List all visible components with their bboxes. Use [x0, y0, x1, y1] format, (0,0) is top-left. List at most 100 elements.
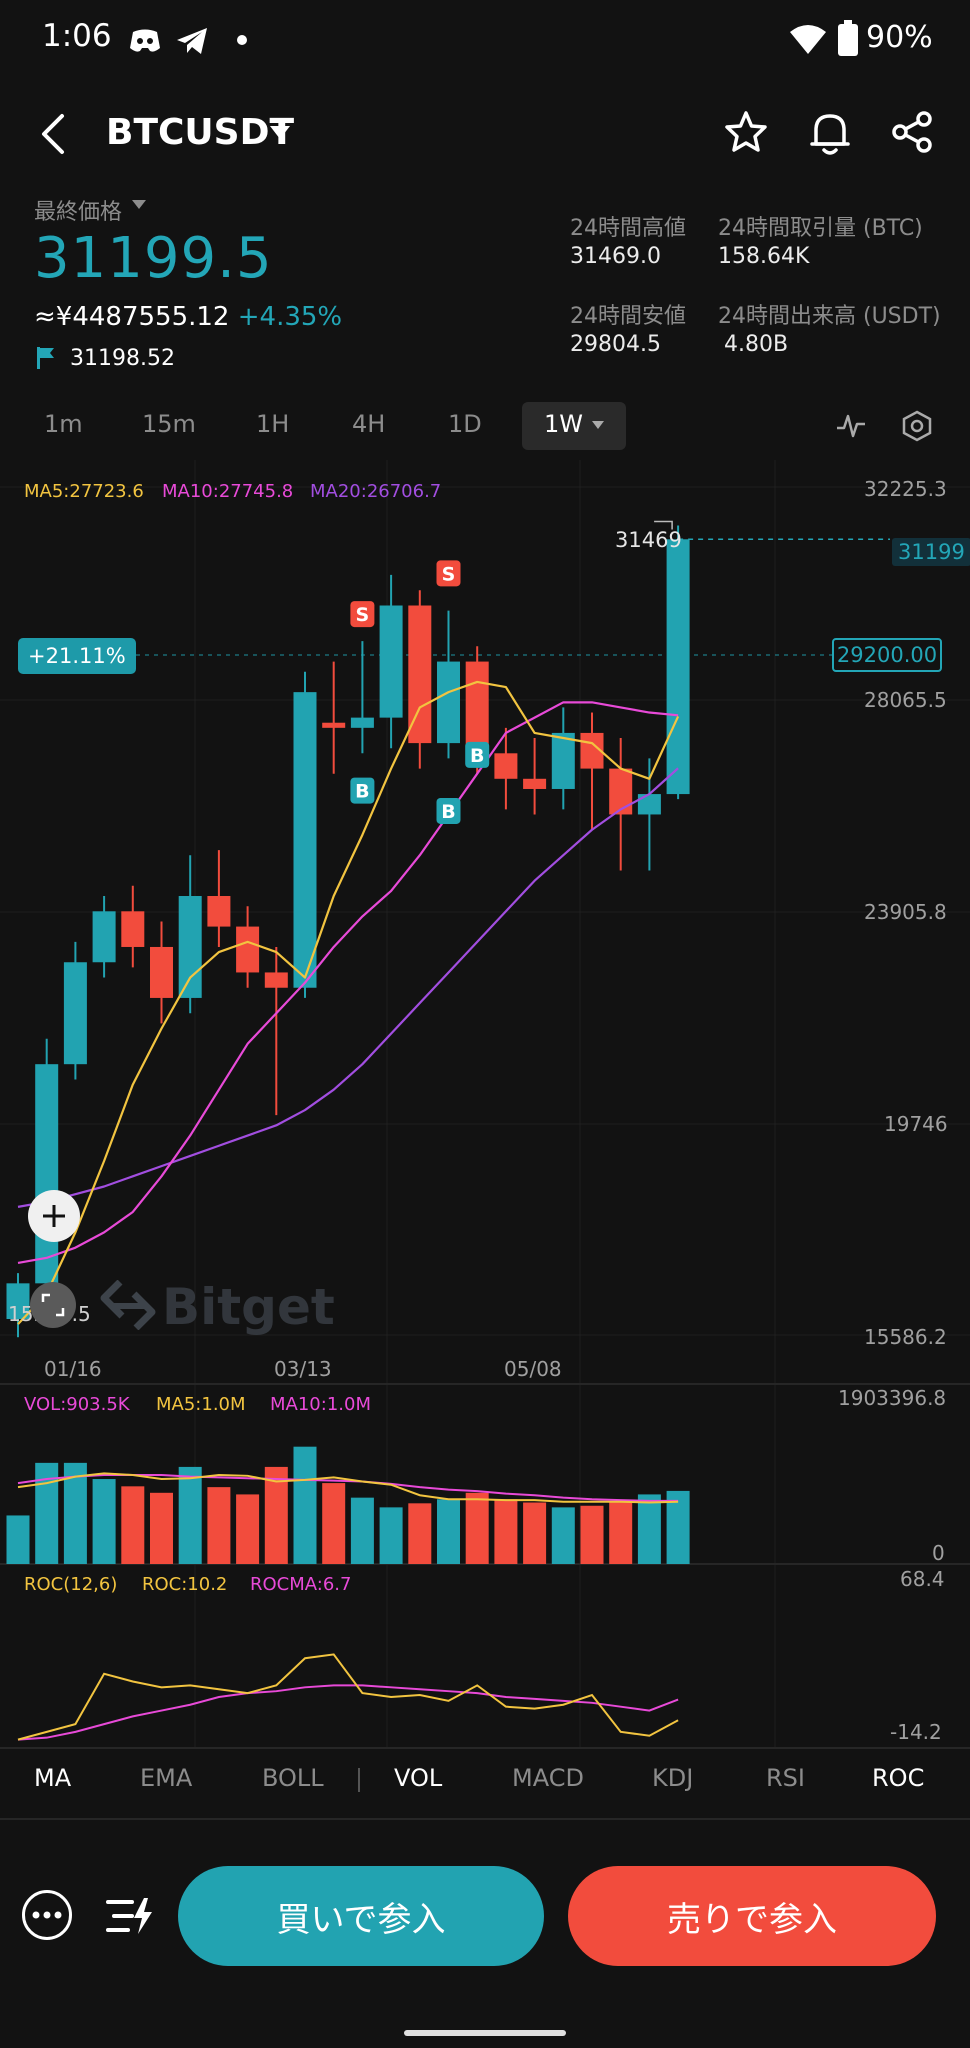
- indicator-tab-kdj[interactable]: KDJ: [652, 1764, 694, 1792]
- candle-body: [322, 722, 346, 728]
- tab-1d[interactable]: 1D: [448, 410, 482, 438]
- quick-trade-icon[interactable]: [106, 1896, 154, 1936]
- tab-15m[interactable]: 15m: [142, 410, 196, 438]
- roc-label: ROC(12,6): [24, 1574, 118, 1595]
- buy-signal-text: B: [355, 781, 369, 803]
- candle-body: [494, 753, 518, 779]
- indicator-tab-rsi[interactable]: RSI: [766, 1764, 805, 1792]
- volume-bar: [494, 1499, 518, 1564]
- candle-body: [6, 1283, 30, 1320]
- candle-body: [350, 717, 374, 728]
- x-tick-label: 05/08: [504, 1357, 562, 1381]
- vol-ma10-label: MA10:1.0M: [270, 1394, 371, 1415]
- bitget-logo-icon: [100, 1280, 156, 1330]
- indicator-tab-roc[interactable]: ROC: [872, 1764, 925, 1792]
- indicator-tab-ema[interactable]: EMA: [140, 1764, 193, 1792]
- candle-body: [35, 1064, 59, 1284]
- tab-4h[interactable]: 4H: [352, 410, 386, 438]
- volume-bar: [207, 1487, 231, 1564]
- candle-body: [637, 794, 661, 815]
- percent-tag: +21.11%: [18, 638, 136, 674]
- last-price-label[interactable]: 最終価格: [34, 200, 123, 225]
- indicator-tab-boll[interactable]: BOLL: [262, 1764, 324, 1792]
- candle-body: [551, 732, 575, 789]
- ma20-line: [17, 767, 679, 1208]
- volume-bar: [551, 1507, 575, 1564]
- share-icon[interactable]: [890, 110, 934, 154]
- volume-bar: [379, 1507, 403, 1564]
- y-tick-label: 15586.2: [864, 1325, 947, 1349]
- volume-bar: [178, 1466, 202, 1564]
- candle-body: [150, 946, 173, 998]
- fiat-price: ≈¥4487555.12 +4.35%: [34, 302, 342, 332]
- volume-bar: [264, 1466, 288, 1564]
- vol-min-label: 0: [932, 1541, 945, 1565]
- chart-settings-icon[interactable]: [902, 410, 932, 442]
- vol-ma5-label: MA5:1.0M: [156, 1394, 246, 1415]
- plus-icon: [43, 1205, 65, 1227]
- rocma-label: ROCMA:6.7: [250, 1574, 352, 1595]
- bitget-watermark: Bitget: [162, 1278, 335, 1336]
- fullscreen-button[interactable]: [30, 1282, 76, 1328]
- indicator-tab-ma[interactable]: MA: [34, 1764, 72, 1792]
- indicator-tab-macd[interactable]: MACD: [512, 1764, 584, 1792]
- candle-body: [408, 605, 432, 744]
- indicator-divider: [358, 1768, 360, 1792]
- volume-bar: [408, 1503, 432, 1564]
- percent-change: +4.35%: [237, 302, 343, 332]
- candlestick-chart[interactable]: S S B B B: [0, 460, 970, 1750]
- ma5-line: [17, 680, 680, 1325]
- timeframe-dropdown-icon[interactable]: [592, 421, 604, 430]
- star-icon[interactable]: [724, 110, 768, 154]
- add-drawing-button[interactable]: [28, 1190, 80, 1242]
- last-price-dropdown-icon[interactable]: [132, 200, 146, 210]
- back-arrow-icon[interactable]: [38, 112, 68, 156]
- volume-bar: [236, 1494, 260, 1564]
- last-price: 31199.5: [34, 226, 273, 291]
- vol-label: VOL:903.5K: [24, 1394, 130, 1415]
- indicator-pulse-icon[interactable]: [836, 412, 866, 440]
- volume-bar: [580, 1505, 604, 1564]
- volume-bar: [637, 1494, 661, 1564]
- y-tick-label: 28065.5: [864, 688, 947, 712]
- roc-max-label: 68.4: [900, 1567, 945, 1591]
- telegram-icon: [177, 28, 207, 54]
- pair-title[interactable]: BTCUSDT: [106, 112, 295, 153]
- volume-bar: [322, 1483, 346, 1564]
- high-marker-line: [654, 520, 673, 530]
- volume-bar: [609, 1502, 633, 1564]
- roc-min-label: -14.2: [890, 1720, 942, 1744]
- notification-dot-icon: [237, 35, 247, 45]
- tab-1w[interactable]: 1W: [544, 410, 583, 438]
- ma20-label: MA20:26706.7: [310, 481, 442, 502]
- battery-icon: [838, 20, 858, 56]
- current-price-tag: 31199: [892, 538, 970, 566]
- volume-bar: [293, 1446, 317, 1564]
- indicator-tab-vol[interactable]: VOL: [394, 1764, 443, 1792]
- volume-bar: [92, 1479, 116, 1564]
- line-price-tag[interactable]: 29200.00: [832, 638, 942, 672]
- mark-price: 31198.52: [70, 346, 175, 371]
- candle-body: [207, 896, 231, 927]
- pair-dropdown-icon[interactable]: [270, 126, 290, 140]
- buy-signal: [436, 797, 461, 824]
- tab-1m[interactable]: 1m: [44, 410, 83, 438]
- y-tick-label: 19746: [884, 1112, 948, 1136]
- buy-signal: [465, 741, 490, 768]
- candle-body: [92, 911, 116, 963]
- bell-icon[interactable]: [810, 110, 850, 156]
- volume-btc-value: 158.64K: [718, 244, 810, 269]
- more-button[interactable]: [22, 1890, 72, 1940]
- x-tick-label: 03/13: [274, 1357, 332, 1381]
- rocma-line: [17, 1684, 679, 1741]
- roc-value-label: ROC:10.2: [142, 1574, 228, 1595]
- sell-button[interactable]: 売りで参入: [568, 1866, 936, 1966]
- section-divider: [0, 1818, 970, 1820]
- candle-body: [121, 911, 145, 947]
- tab-1h[interactable]: 1H: [256, 410, 290, 438]
- discord-icon: [130, 29, 160, 52]
- vol-max-label: 1903396.8: [838, 1386, 947, 1410]
- flag-icon: [37, 347, 54, 369]
- buy-button[interactable]: 買いで参入: [178, 1866, 544, 1966]
- volume-bar: [6, 1515, 30, 1564]
